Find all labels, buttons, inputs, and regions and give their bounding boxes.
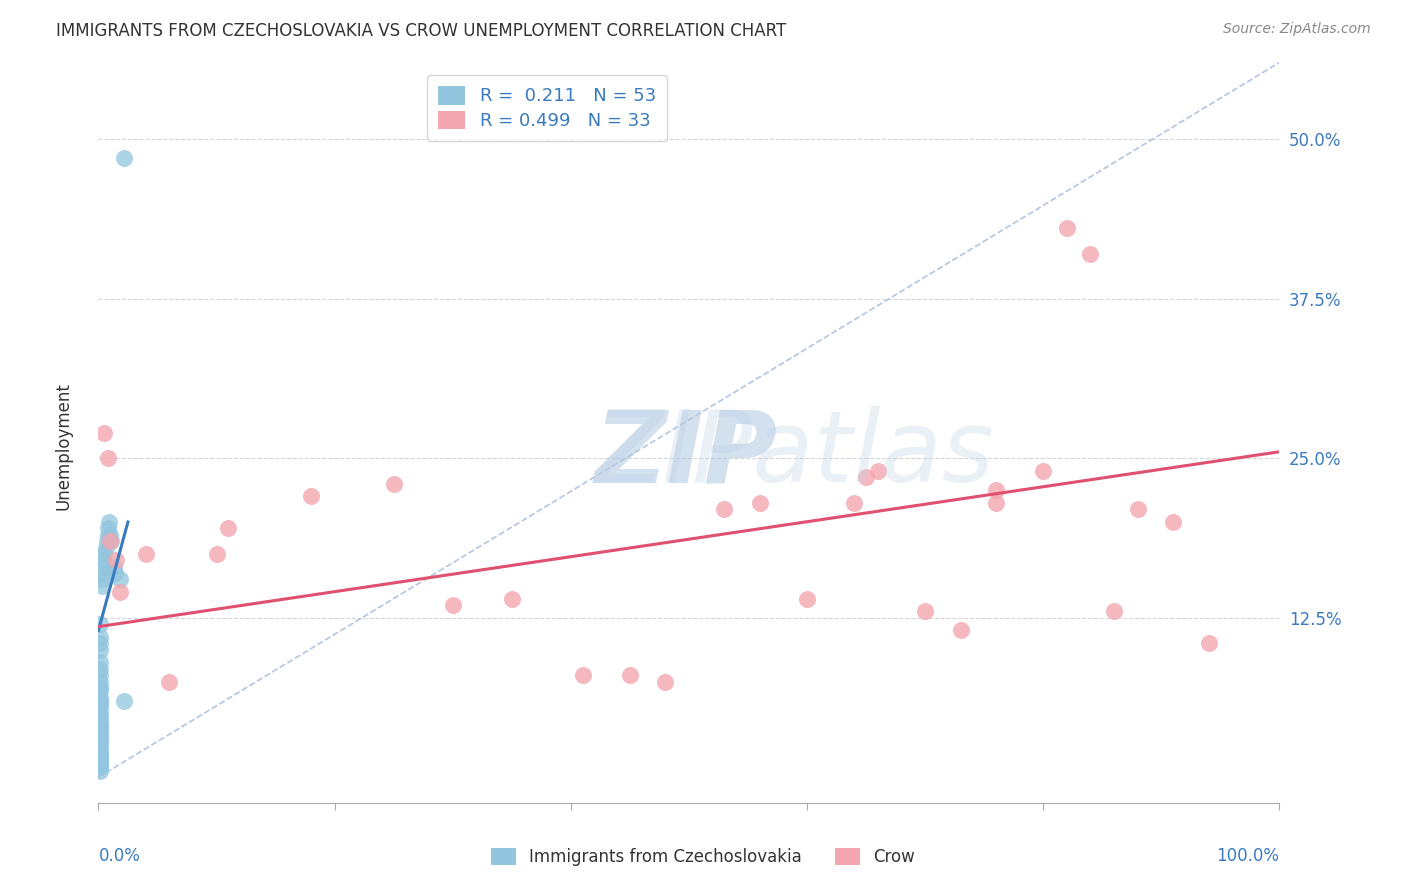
Point xyxy=(98,527,121,541)
Point xyxy=(217,521,239,535)
Point xyxy=(89,764,111,778)
Legend: Immigrants from Czechoslovakia, Crow: Immigrants from Czechoslovakia, Crow xyxy=(482,840,924,875)
Text: Unemployment: Unemployment xyxy=(55,382,72,510)
Point xyxy=(796,591,818,606)
Point xyxy=(108,573,131,587)
Text: 0.0%: 0.0% xyxy=(98,847,141,865)
Text: ZIP: ZIP xyxy=(595,407,778,503)
Point xyxy=(1198,636,1220,650)
Point xyxy=(89,668,111,682)
Point xyxy=(89,706,111,721)
Point xyxy=(89,662,111,676)
Point xyxy=(112,694,135,708)
Point xyxy=(93,547,115,561)
Point xyxy=(89,617,111,632)
Point xyxy=(89,725,111,739)
Point xyxy=(89,760,111,774)
Point xyxy=(89,630,111,644)
Point xyxy=(571,668,593,682)
Point xyxy=(89,674,111,689)
Point xyxy=(619,668,641,682)
Point xyxy=(89,636,111,650)
Point xyxy=(89,751,111,765)
Point xyxy=(97,451,120,466)
Point xyxy=(205,547,228,561)
Point xyxy=(89,719,111,733)
Point xyxy=(844,496,866,510)
Point xyxy=(984,496,1007,510)
Point xyxy=(135,547,157,561)
Point xyxy=(97,521,120,535)
Point xyxy=(103,559,125,574)
Text: IMMIGRANTS FROM CZECHOSLOVAKIA VS CROW UNEMPLOYMENT CORRELATION CHART: IMMIGRANTS FROM CZECHOSLOVAKIA VS CROW U… xyxy=(56,22,786,40)
Point xyxy=(89,700,111,714)
Point xyxy=(89,683,111,698)
Point xyxy=(748,496,770,510)
Point xyxy=(441,598,464,612)
Point xyxy=(1126,502,1149,516)
Point xyxy=(89,694,111,708)
Point xyxy=(91,553,114,567)
Point xyxy=(89,742,111,756)
Point xyxy=(89,728,111,742)
Point xyxy=(89,739,111,753)
Text: Source: ZipAtlas.com: Source: ZipAtlas.com xyxy=(1223,22,1371,37)
Point xyxy=(91,559,114,574)
Point xyxy=(89,731,111,746)
Point xyxy=(1032,464,1054,478)
Point xyxy=(89,757,111,772)
Point xyxy=(382,476,405,491)
Point xyxy=(89,642,111,657)
Point xyxy=(89,754,111,768)
Point xyxy=(89,681,111,695)
Point xyxy=(654,674,676,689)
Point xyxy=(89,709,111,723)
Point xyxy=(104,566,127,580)
Point xyxy=(89,745,111,759)
Point xyxy=(89,749,111,764)
Point xyxy=(89,713,111,727)
Point xyxy=(984,483,1007,497)
Point xyxy=(91,566,114,580)
Point xyxy=(914,604,936,618)
Point xyxy=(89,747,111,762)
Point xyxy=(1102,604,1125,618)
Point xyxy=(855,470,877,484)
Text: ZIPatlas: ZIPatlas xyxy=(595,407,994,503)
Point xyxy=(93,425,115,440)
Text: 100.0%: 100.0% xyxy=(1216,847,1279,865)
Point xyxy=(89,656,111,670)
Point xyxy=(100,534,122,549)
Point xyxy=(89,755,111,769)
Point xyxy=(98,534,121,549)
Point xyxy=(299,490,322,504)
Point xyxy=(866,464,889,478)
Point xyxy=(713,502,735,516)
Point xyxy=(1080,247,1102,261)
Point xyxy=(89,690,111,704)
Point xyxy=(1161,515,1184,529)
Point xyxy=(1056,221,1078,235)
Point xyxy=(89,734,111,748)
Point xyxy=(949,624,972,638)
Point xyxy=(105,553,128,567)
Point xyxy=(91,579,114,593)
Point xyxy=(97,527,120,541)
Point xyxy=(89,716,111,731)
Point xyxy=(98,515,121,529)
Point xyxy=(89,696,111,710)
Point xyxy=(501,591,523,606)
Point xyxy=(89,722,111,736)
Point xyxy=(112,151,135,165)
Legend: R =  0.211   N = 53, R = 0.499   N = 33: R = 0.211 N = 53, R = 0.499 N = 33 xyxy=(427,75,666,141)
Point xyxy=(94,541,117,555)
Point xyxy=(157,674,180,689)
Point xyxy=(108,585,131,599)
Point xyxy=(96,534,118,549)
Point xyxy=(91,573,114,587)
